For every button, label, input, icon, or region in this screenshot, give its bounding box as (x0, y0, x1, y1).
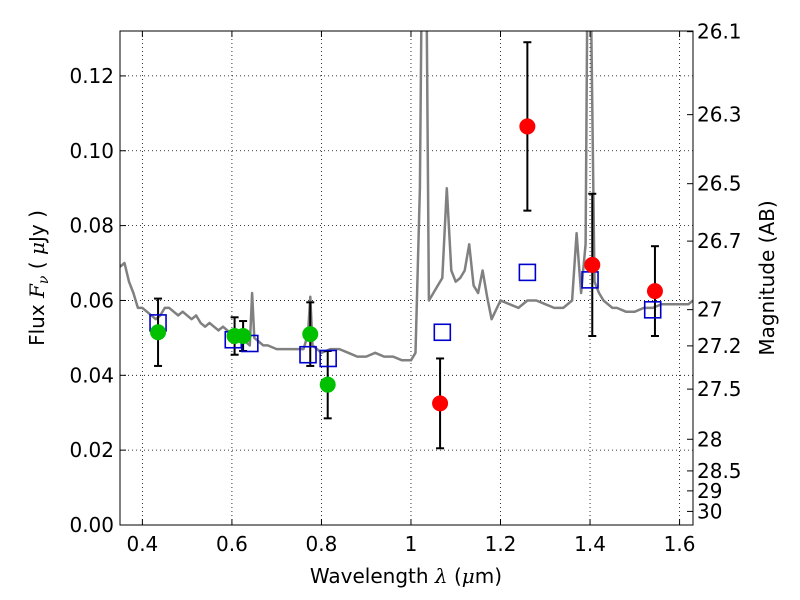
model-photometry-square (319, 349, 337, 368)
model-photometry-square (433, 323, 452, 342)
y-axis-label: Flux Fν ( μJy ) (25, 210, 52, 346)
y-tick-label: 0.08 (69, 214, 114, 238)
y2-tick-label: 28.5 (697, 459, 742, 483)
plot-frame (119, 30, 694, 526)
x-tick-label: 0.4 (126, 532, 158, 556)
model-spectrum-line (120, 31, 693, 362)
x-tick-label: 1 (405, 532, 418, 556)
y2-tick-label: 26.7 (697, 229, 742, 253)
observed-flux-point (646, 283, 663, 300)
x-tick-label: 1.4 (574, 532, 606, 556)
y2-tick-label: 27.5 (697, 377, 742, 401)
observed-flux-point (235, 328, 252, 345)
x-tick-label: 1.2 (485, 532, 517, 556)
y2-axis-label: Magnitude (AB) (755, 200, 779, 355)
y-tick-label: 0.02 (69, 438, 114, 462)
x-tick-label: 0.6 (216, 532, 248, 556)
ticks: 0.4 0.6 0.8 1 1.2 1.4 1.6 0.00 0.02 0.04 0.06 0.08 0… (69, 20, 741, 556)
y2-tick-label: 30 (697, 499, 722, 523)
grid-lines (120, 31, 693, 526)
observed-flux-point (150, 324, 167, 341)
y2-tick-label: 26.1 (697, 20, 742, 44)
observed-flux-point (584, 256, 601, 273)
x-tick-label: 1.6 (664, 532, 696, 556)
y-tick-label: 0.04 (69, 363, 114, 387)
y2-tick-label: 29 (697, 479, 722, 503)
observed-flux-point (319, 376, 336, 393)
observed-flux-point (519, 118, 536, 135)
y-tick-label: 0.12 (69, 64, 114, 88)
y-tick-label: 0.10 (69, 139, 114, 163)
model-photometry-square (518, 263, 537, 282)
y2-tick-label: 27 (697, 298, 722, 322)
model-photometry-square (643, 301, 662, 319)
data-layer (120, 31, 693, 362)
error-bars (149, 41, 663, 450)
y-tick-label: 0.06 (69, 288, 114, 312)
observed-flux-point (302, 326, 319, 343)
y2-tick-label: 26.5 (697, 172, 742, 196)
y2-tick-label: 26.3 (697, 103, 742, 127)
x-axis-label: Wavelength λ (μm) (310, 564, 502, 588)
y2-tick-label: 27.2 (697, 334, 742, 358)
observed-flux-point (432, 395, 449, 412)
y2-tick-label: 28 (697, 427, 722, 451)
model-photometry-square (299, 345, 317, 364)
x-tick-label: 0.8 (306, 532, 338, 556)
y-tick-label: 0.00 (69, 513, 114, 537)
